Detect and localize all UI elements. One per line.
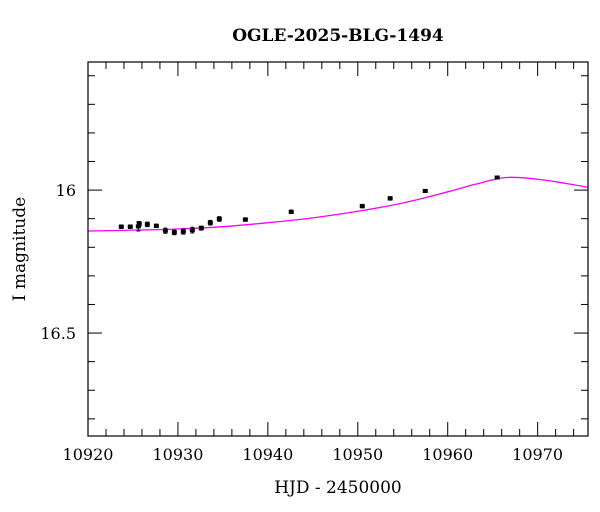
x-tick-label: 10970 — [512, 445, 563, 464]
data-point — [162, 227, 168, 234]
point-marker — [144, 222, 150, 227]
data-point — [136, 221, 142, 227]
y-axis-label: I magnitude — [10, 197, 30, 301]
plot-frame — [87, 61, 589, 437]
data-point — [171, 229, 177, 236]
point-marker — [242, 217, 248, 222]
data-point — [118, 224, 124, 229]
x-axis-label: HJD - 2450000 — [274, 478, 402, 498]
point-marker — [189, 228, 195, 233]
point-marker — [136, 221, 142, 226]
point-marker — [207, 220, 213, 225]
point-marker — [198, 226, 204, 231]
point-marker — [288, 209, 294, 214]
point-marker — [180, 229, 186, 234]
point-marker — [216, 216, 222, 221]
data-point — [494, 175, 500, 180]
model-curve-group — [87, 176, 589, 232]
data-points-group — [118, 175, 500, 236]
data-point — [144, 221, 150, 228]
x-tick-label: 10920 — [63, 445, 114, 464]
x-tick-label: 10950 — [332, 445, 383, 464]
data-point — [288, 209, 294, 215]
data-point — [127, 224, 133, 229]
data-point — [153, 223, 159, 229]
point-marker — [153, 223, 159, 228]
x-tick-label: 10960 — [422, 445, 473, 464]
point-marker — [171, 230, 177, 235]
point-marker — [162, 228, 168, 233]
data-point — [216, 216, 222, 222]
data-point — [359, 203, 365, 209]
point-marker — [118, 224, 124, 229]
data-point — [387, 196, 393, 201]
data-point — [189, 226, 195, 234]
y-tick-label: 16.5 — [40, 324, 76, 343]
model-curve — [87, 176, 589, 232]
y-tick-label: 16 — [56, 181, 76, 200]
point-marker — [359, 204, 365, 209]
point-marker — [494, 175, 500, 180]
x-tick-label: 10940 — [242, 445, 293, 464]
point-marker — [422, 188, 428, 193]
point-marker — [127, 224, 133, 229]
data-point — [422, 188, 428, 193]
chart-title: OGLE-2025-BLG-1494 — [232, 26, 444, 46]
data-point — [207, 219, 213, 226]
data-point — [198, 225, 204, 231]
x-tick-label: 10930 — [152, 445, 203, 464]
point-marker — [387, 196, 393, 201]
data-point — [242, 217, 248, 222]
axis-ticks: 10920 10930 10940 10950 10960 10970 16 16.5 — [40, 62, 588, 464]
data-point — [180, 228, 186, 235]
